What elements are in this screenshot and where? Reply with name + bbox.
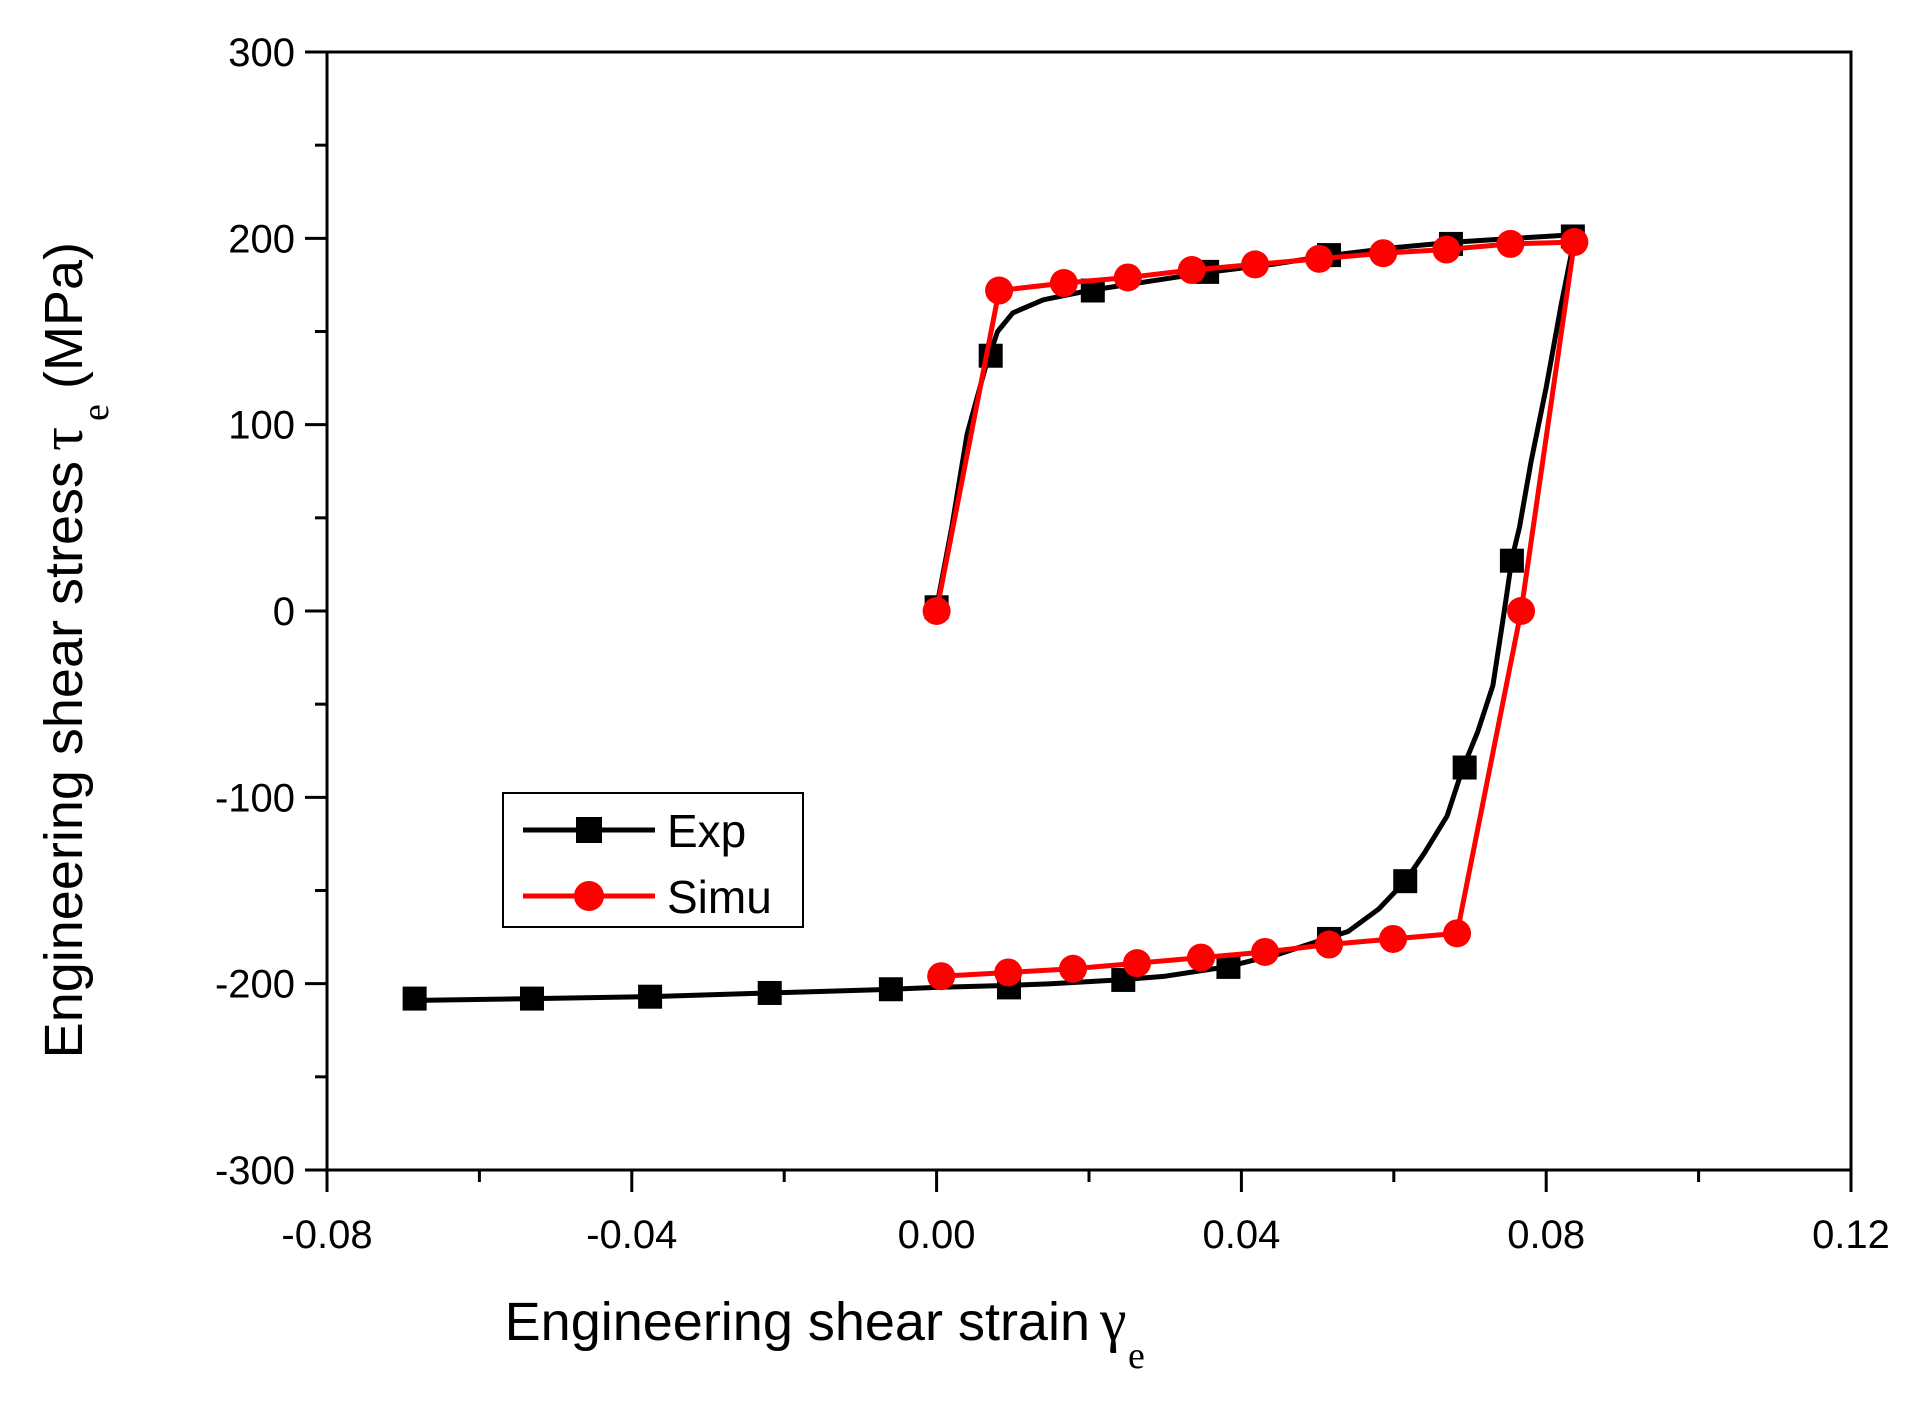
data-point-exp [519,986,544,1011]
data-point-simu [1123,949,1152,978]
x-tick-label: 0.04 [1202,1213,1280,1257]
data-point-simu [1443,919,1472,948]
y-tick-label: -300 [215,1149,295,1193]
data-point-simu [927,962,956,991]
data-point-exp [638,984,663,1009]
data-point-simu [1241,250,1270,279]
legend: Exp Simu [502,792,804,928]
data-point-simu [1058,954,1087,983]
data-point-simu [1305,244,1334,273]
x-axis-symbol: γ [1099,1287,1127,1353]
data-point-exp [878,977,903,1002]
data-point-simu [1507,597,1536,625]
y-axis: 300 200 100 0 -100 -200 -300 [215,31,327,1193]
data-point-simu [1379,924,1408,953]
y-tick-label: -200 [215,963,295,1007]
series-layer [402,224,1589,1011]
x-axis: -0.08 -0.04 0.00 0.04 0.08 0.12 [281,1170,1890,1257]
data-point-simu [1251,937,1280,966]
y-axis-unit: (MPa) [34,242,94,389]
x-tick-label: 0.08 [1507,1213,1585,1257]
data-point-simu [994,958,1023,987]
y-axis-subscript: e [75,404,117,421]
y-axis-title: Engineering shear stress [34,461,94,1058]
x-axis-title: Engineering shear strain [505,1292,1090,1352]
y-axis-title-group: Engineering shear stress τ e (MPa) [29,242,117,1058]
data-point-exp [757,980,782,1005]
data-point-simu [1369,239,1398,268]
data-point-exp [1393,869,1418,894]
y-tick-label: 200 [228,217,295,261]
y-tick-label: 300 [228,31,295,75]
data-point-simu [1177,256,1206,285]
x-axis-subscript: e [1128,1335,1145,1377]
x-tick-label: -0.08 [281,1213,372,1257]
data-point-simu [1187,943,1216,972]
legend-simu-label: Simu [667,871,772,923]
x-tick-label: -0.04 [586,1213,677,1257]
data-point-simu [985,276,1014,305]
data-point-exp [1452,755,1477,780]
data-point-simu [1496,229,1525,258]
y-tick-label: -100 [215,776,295,820]
series-line-simu [934,239,1577,979]
data-point-exp [1499,548,1524,573]
data-point-simu [1560,228,1589,257]
data-point-simu [1315,930,1344,959]
data-point-simu [922,597,951,625]
y-tick-label: 100 [228,404,295,448]
legend-box [502,792,804,928]
y-axis-symbol: τ [29,427,95,451]
data-point-simu [1432,235,1461,264]
data-point-exp [1216,954,1241,979]
plot-frame [325,50,1853,1172]
legend-exp-label: Exp [667,805,746,857]
legend-simu-marker [574,881,604,911]
legend-exp-marker [576,817,602,843]
data-point-exp [402,986,427,1011]
x-tick-label: 0.00 [898,1213,976,1257]
data-point-simu [1113,263,1142,292]
data-point-simu [1049,269,1078,298]
x-tick-label: 0.12 [1812,1213,1890,1257]
y-tick-label: 0 [273,590,295,634]
